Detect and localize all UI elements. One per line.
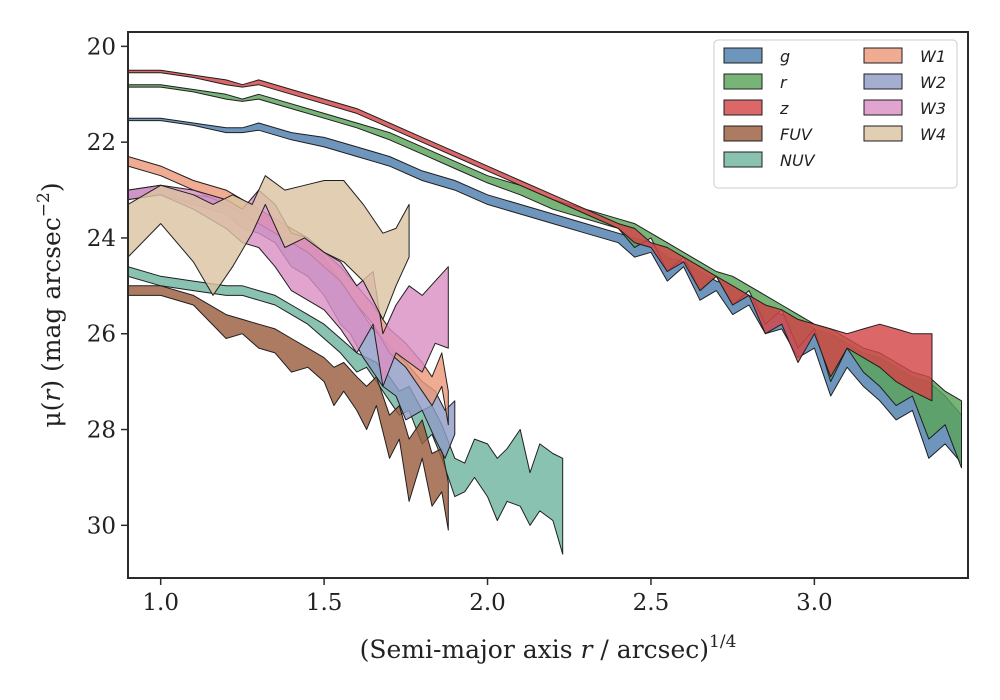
x-tick-label: 2.5 [633,590,670,616]
plot-frame [127,31,969,579]
legend-swatch-w4 [863,125,903,142]
y-axis: 20 22 24 26 28 30 [87,34,128,539]
x-tick-label: 2.0 [469,590,506,616]
y-tick-label: 26 [87,322,116,348]
legend-label-nuv: NUV [780,151,816,170]
y-tick-label: 24 [87,226,116,252]
band-nuv [128,266,564,555]
x-tick-label: 1.5 [306,590,343,616]
y-tick-label: 30 [87,513,116,539]
x-tick-label: 1.0 [142,590,179,616]
y-axis-label: μ(r) (mag arcsec−2) [34,182,66,427]
y-tick-label: 28 [87,418,116,444]
legend-swatch-r [723,73,763,90]
x-axis: 1.0 1.5 2.0 2.5 3.0 [142,578,833,616]
band-fuv [128,285,449,531]
band-r [128,84,962,469]
y-tick-label: 22 [87,130,116,156]
legend-label-w4: W4 [920,125,946,144]
legend-swatch-w2 [863,73,903,90]
legend-label-w1: W1 [920,47,946,66]
legend-swatch-fuv [723,125,763,142]
legend-label-z: z [779,99,789,118]
legend-swatch-w1 [863,47,903,64]
band-z [128,69,933,402]
x-axis-label: (Semi-major axis r / arcsec)1/4 [360,632,737,664]
legend-label-r: r [780,73,788,92]
band-layer [128,69,962,555]
legend-label-w2: W2 [920,73,946,92]
legend-swatch-z [723,99,763,116]
y-tick-label: 20 [87,34,116,60]
legend-swatch-nuv [723,151,763,168]
legend-label-w3: W3 [920,99,946,118]
band-w4 [128,175,410,320]
x-tick-label: 3.0 [796,590,833,616]
legend-swatch-g [723,47,763,64]
legend-label-g: g [780,47,790,66]
legend-swatch-w3 [863,99,903,116]
legend: grz FUV NUV W1 W2 W3 W4 [713,39,958,189]
legend-label-fuv: FUV [780,125,813,144]
